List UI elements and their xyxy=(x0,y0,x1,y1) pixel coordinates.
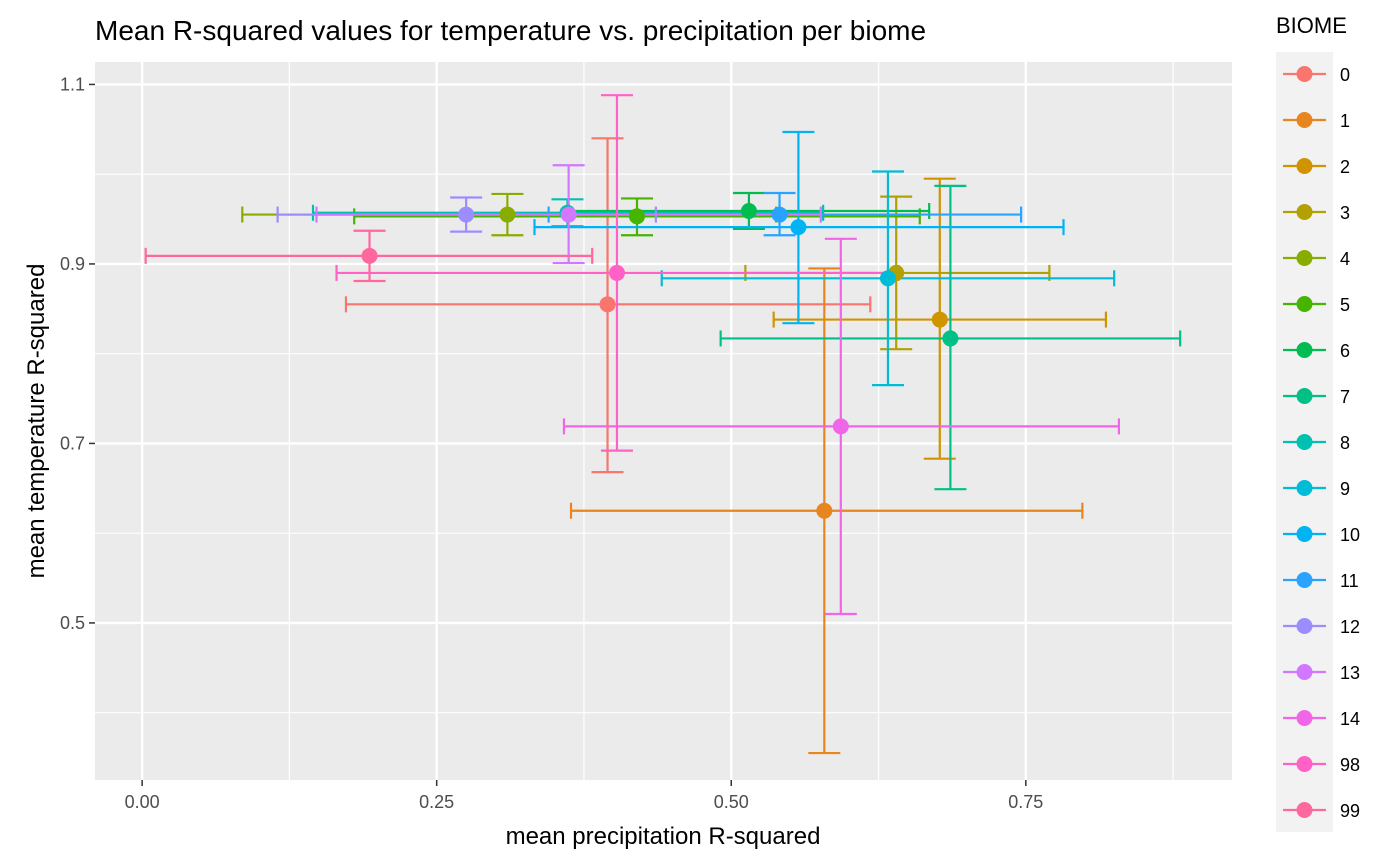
legend-key-point xyxy=(1296,388,1313,404)
legend-key-point xyxy=(1296,342,1313,358)
data-point-biome-99 xyxy=(361,247,378,264)
legend-item-biome-9: 9 xyxy=(1283,479,1350,499)
data-point-biome-7 xyxy=(942,330,959,347)
legend-label: 4 xyxy=(1340,249,1350,269)
legend-item-biome-0: 0 xyxy=(1283,65,1350,85)
legend-item-biome-4: 4 xyxy=(1283,249,1350,269)
legend-label: 9 xyxy=(1340,479,1350,499)
x-tick-label: 0.50 xyxy=(714,792,749,812)
x-tick-label: 0.75 xyxy=(1008,792,1043,812)
legend-label: 5 xyxy=(1340,295,1350,315)
legend-key-point xyxy=(1296,112,1313,128)
legend-label: 8 xyxy=(1340,433,1350,453)
legend-label: 12 xyxy=(1340,617,1360,637)
legend-item-biome-10: 10 xyxy=(1283,525,1360,545)
data-point-biome-11 xyxy=(771,206,788,223)
x-axis: 0.00 0.25 0.50 0.75 xyxy=(125,780,1043,812)
legend-key-point xyxy=(1296,480,1313,496)
y-tick-label: 0.5 xyxy=(60,613,85,633)
data-point-biome-14 xyxy=(832,418,849,435)
y-axis-title: mean temperature R-squared xyxy=(23,264,50,579)
legend-label: 10 xyxy=(1340,525,1360,545)
legend-key-point xyxy=(1296,572,1313,588)
legend-key-point xyxy=(1296,618,1313,634)
legend-label: 1 xyxy=(1340,111,1350,131)
plot-panel xyxy=(95,62,1232,780)
data-point-biome-9 xyxy=(879,270,896,287)
legend-key-point xyxy=(1296,66,1313,82)
legend-item-biome-12: 12 xyxy=(1283,617,1360,637)
legend-item-biome-6: 6 xyxy=(1283,341,1350,361)
legend-key-point xyxy=(1296,664,1313,680)
data-point-biome-2 xyxy=(931,311,948,328)
data-point-biome-0 xyxy=(599,296,616,313)
x-tick-label: 0.00 xyxy=(125,792,160,812)
x-axis-title: mean precipitation R-squared xyxy=(506,823,821,850)
legend-label: 2 xyxy=(1340,157,1350,177)
data-point-biome-6 xyxy=(740,202,757,219)
data-point-biome-1 xyxy=(816,502,833,519)
chart-title: Mean R-squared values for temperature vs… xyxy=(95,15,926,46)
legend-label: 11 xyxy=(1340,571,1359,591)
legend-item-biome-14: 14 xyxy=(1283,709,1360,729)
legend-key-point xyxy=(1296,296,1313,312)
y-tick-label: 0.9 xyxy=(60,254,85,274)
legend-key-point xyxy=(1296,526,1313,542)
error-bars xyxy=(144,94,1182,755)
data-points xyxy=(361,202,959,519)
data-point-biome-10 xyxy=(790,219,807,236)
legend-label: 3 xyxy=(1340,203,1350,223)
legend-item-biome-8: 8 xyxy=(1283,433,1350,453)
y-tick-label: 0.7 xyxy=(60,433,85,453)
legend-item-biome-11: 11 xyxy=(1283,571,1359,591)
legend-item-biome-2: 2 xyxy=(1283,157,1350,177)
data-point-biome-4 xyxy=(499,206,516,223)
legend-item-biome-1: 1 xyxy=(1283,111,1350,131)
legend-title: BIOME xyxy=(1276,13,1347,38)
y-tick-label: 1.1 xyxy=(60,74,85,94)
legend-item-biome-3: 3 xyxy=(1283,203,1350,223)
legend-label: 13 xyxy=(1340,663,1360,683)
legend-key-point xyxy=(1296,802,1313,818)
legend-item-biome-98: 98 xyxy=(1283,755,1360,775)
legend-key-point xyxy=(1296,158,1313,174)
legend-item-biome-7: 7 xyxy=(1283,387,1350,407)
legend-label: 7 xyxy=(1340,387,1350,407)
legend-key-point xyxy=(1296,434,1313,450)
data-point-biome-98 xyxy=(608,264,625,281)
legend-key-point xyxy=(1296,250,1313,266)
data-point-biome-12 xyxy=(458,206,475,223)
x-tick-label: 0.25 xyxy=(419,792,454,812)
legend-label: 98 xyxy=(1340,755,1360,775)
grid-lines xyxy=(95,62,1232,780)
legend-label: 14 xyxy=(1340,709,1360,729)
legend-key-point xyxy=(1296,204,1313,220)
y-axis: 0.5 0.7 0.9 1.1 xyxy=(60,74,95,633)
legend-item-biome-13: 13 xyxy=(1283,663,1360,683)
legend-label: 0 xyxy=(1340,65,1350,85)
data-point-biome-13 xyxy=(560,206,577,223)
legend-key-point xyxy=(1296,710,1313,726)
data-point-biome-5 xyxy=(628,208,645,225)
legend-label: 6 xyxy=(1340,341,1350,361)
legend-item-biome-5: 5 xyxy=(1283,295,1350,315)
legend-label: 99 xyxy=(1340,801,1360,821)
legend-key-point xyxy=(1296,756,1313,772)
legend-item-biome-99: 99 xyxy=(1283,801,1360,821)
